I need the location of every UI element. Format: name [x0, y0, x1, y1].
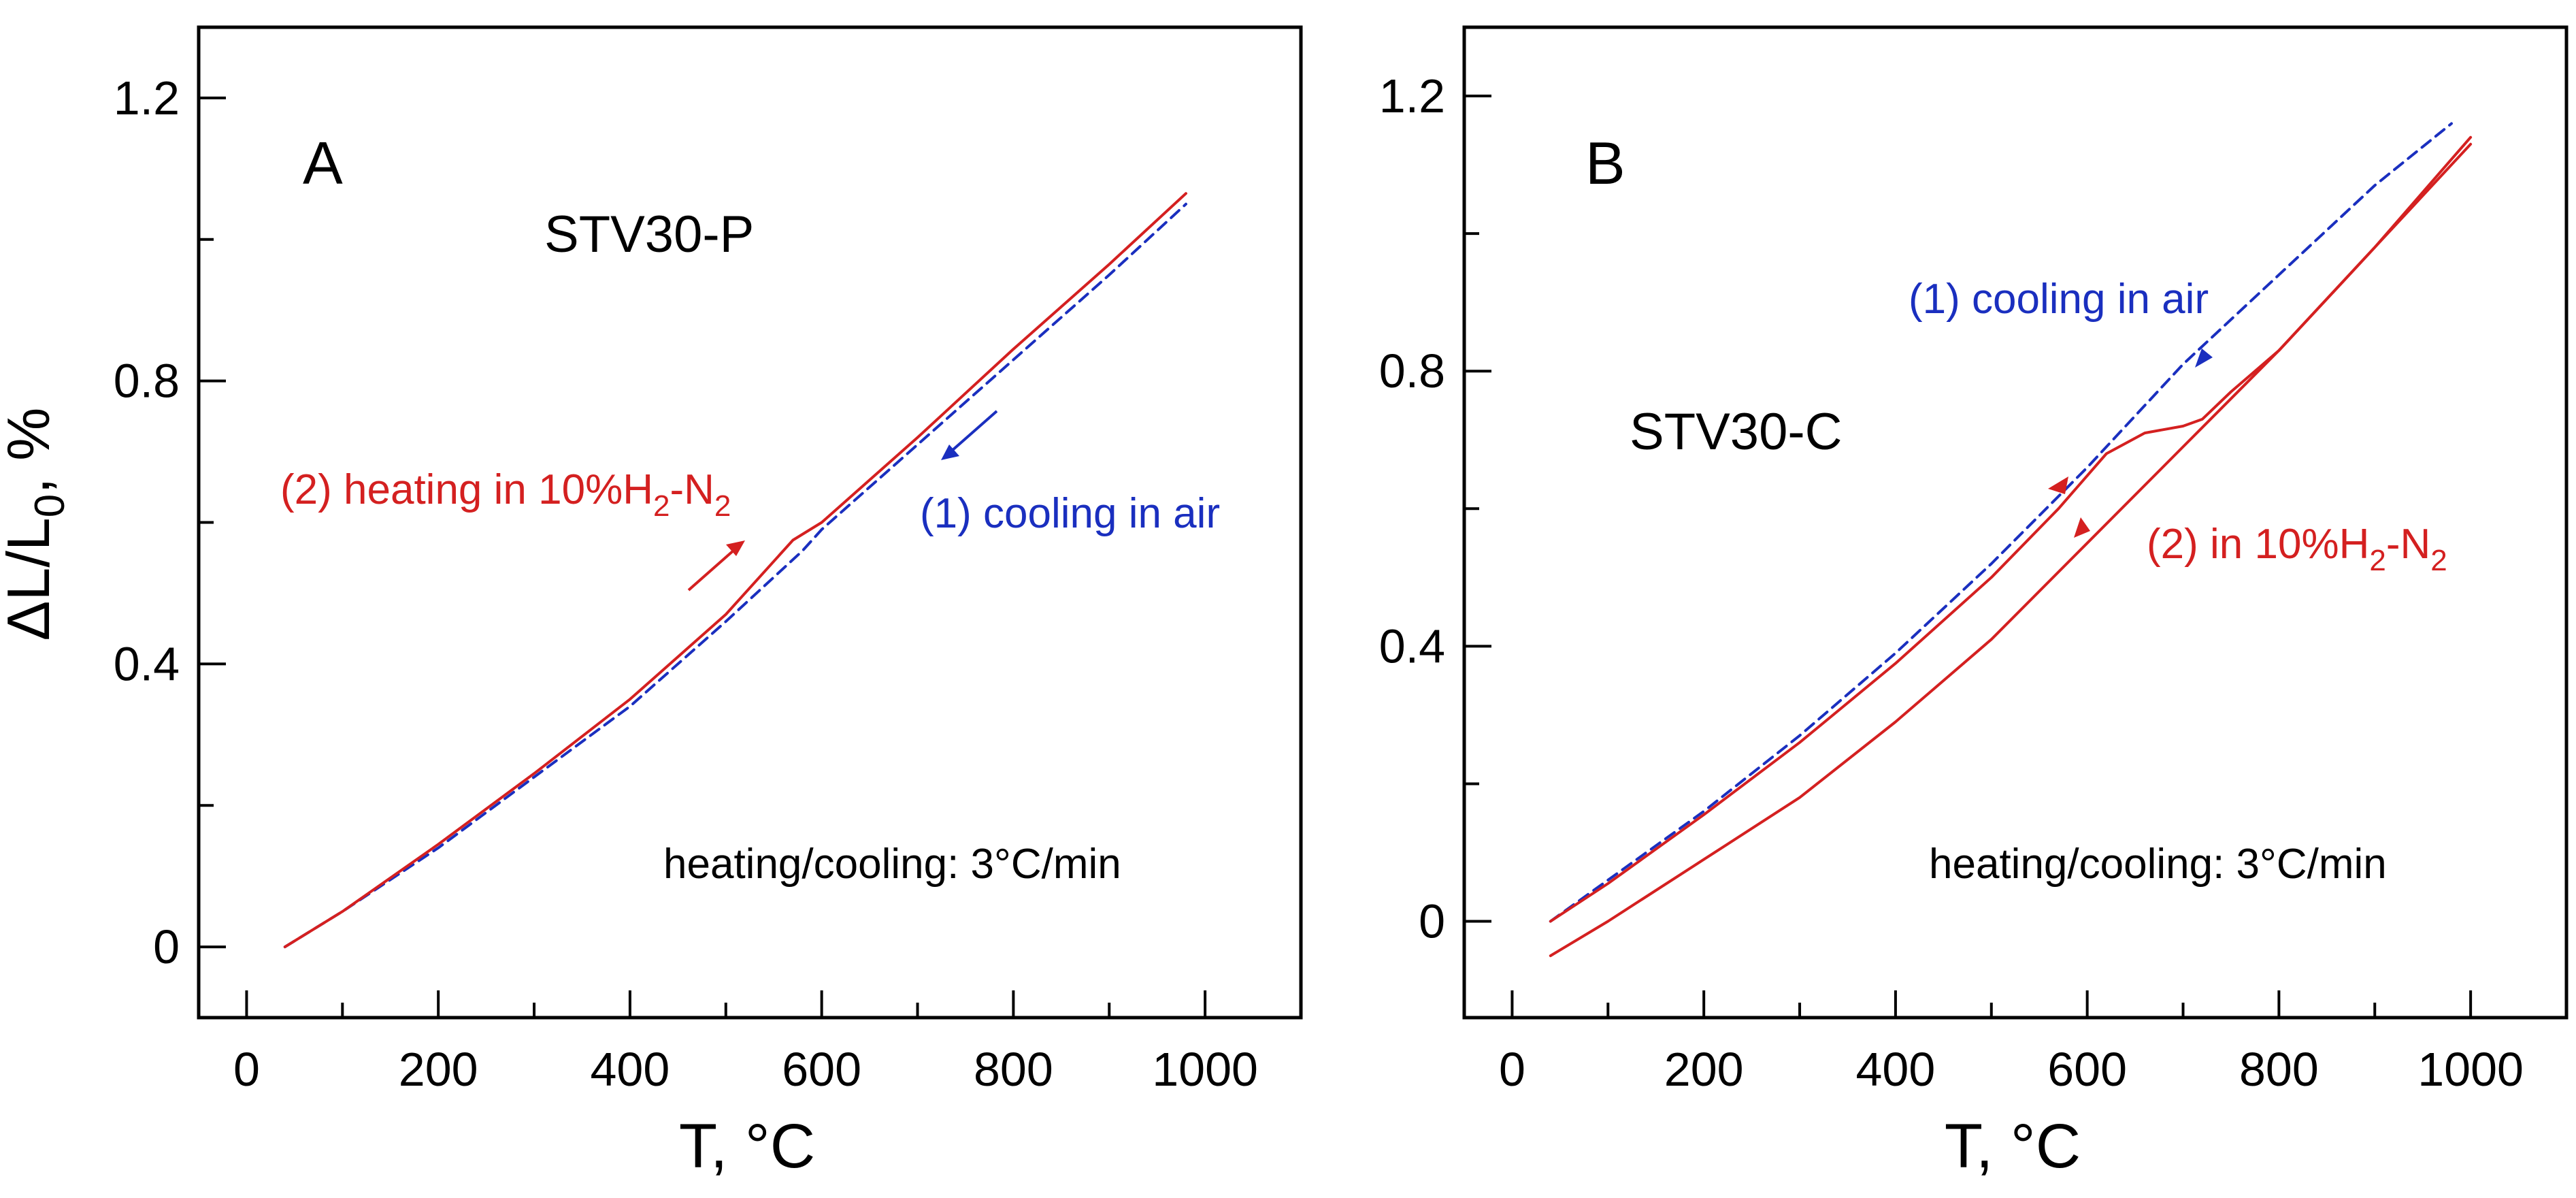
panel-b-condition-note: heating/cooling: 3°C/min — [1929, 841, 2387, 888]
panel-a-series-line-0 — [283, 202, 1187, 949]
panel-a-x-tick-label-800: 800 — [974, 1043, 1053, 1096]
panel-b-series-line-1 — [1549, 135, 2473, 923]
panel-a-heating-annotation-sub: 2 — [653, 489, 670, 523]
panel-b-h2-annotation: (2) in 10%H2-N2 — [2147, 521, 2447, 577]
panel-b-x-tick-label-600: 600 — [2047, 1043, 2127, 1096]
panel-b-series-line-0 — [1549, 122, 2453, 923]
panel-a-letter: A — [303, 129, 343, 197]
panel-a-x-tick-label-0: 0 — [233, 1043, 260, 1096]
panel-b-cooling-arrowhead — [2195, 349, 2213, 368]
panel-a-x-tick-label-600: 600 — [782, 1043, 861, 1096]
panel-a-heating-annotation-sub2: 2 — [714, 489, 731, 523]
panel-a: 0 200 400 600 800 1000 0 0.4 0.8 1.2 A STV30-P he… — [0, 25, 1303, 1181]
panel-a-y-axis-label-main: ΔL/L — [0, 517, 62, 641]
panel-a-y-tick-label-1: 0.4 — [114, 637, 180, 690]
panel-a-x-tick-label-200: 200 — [399, 1043, 478, 1096]
panel-b-h2-annotation-suffix: -N — [2386, 521, 2430, 568]
panel-a-heating-arrow — [687, 543, 742, 592]
panel-b-y-tick-label-1: 0.4 — [1379, 619, 1445, 673]
panel-a-y-tick-label-3: 1.2 — [114, 71, 180, 125]
panel-a-y-axis-label: ΔL/L0, % — [0, 408, 73, 641]
panel-a-cooling-annotation: (1) cooling in air — [920, 490, 1220, 537]
panel-b-cooling-annotation: (1) cooling in air — [1909, 276, 2209, 323]
panel-b-x-axis-label: T, °C — [1945, 1112, 2081, 1181]
panel-b-letter: B — [1585, 129, 1625, 197]
panel-b-frame — [1462, 25, 2569, 1020]
panel-a-series — [283, 192, 1187, 949]
panel-a-heating-annotation-suffix: -N — [670, 466, 714, 513]
panel-b-sample-label: STV30-C — [1630, 403, 1843, 461]
panel-b: 0 200 400 600 800 1000 0 0.4 0.8 1.2 B STV30-C he… — [1379, 25, 2569, 1181]
panel-a-y-axis-label-tail: , % — [0, 408, 62, 494]
panel-b-x-tick-label-1000: 1000 — [2417, 1043, 2524, 1096]
panel-a-cooling-arrowhead — [941, 444, 959, 460]
panel-a-heating-arrowhead — [726, 540, 745, 556]
panel-a-heating-annotation: (2) heating in 10%H2-N2 — [280, 466, 731, 523]
panel-b-y-tick-label-3: 1.2 — [1379, 69, 1445, 123]
panel-a-y-axis-label-sub: 0 — [27, 494, 73, 517]
panel-a-cooling-arrow — [944, 410, 998, 457]
panel-a-y-tick-label-2: 0.8 — [114, 355, 180, 408]
panel-a-series-line-1 — [283, 192, 1187, 949]
panel-a-axes: 0 200 400 600 800 1000 0 0.4 0.8 1.2 — [114, 71, 1258, 1096]
panel-b-series-line-2 — [1549, 142, 2473, 958]
panel-a-y-tick-label-0: 0 — [153, 920, 180, 973]
panel-b-heating-arrowhead — [2048, 476, 2068, 494]
panel-a-condition-note: heating/cooling: 3°C/min — [663, 841, 1121, 888]
panel-a-x-axis-label: T, °C — [679, 1112, 815, 1181]
panel-b-x-tick-label-0: 0 — [1499, 1043, 1525, 1096]
panel-a-x-tick-label-1000: 1000 — [1152, 1043, 1258, 1096]
panel-b-cooling-h2-arrowhead — [2074, 517, 2090, 538]
panel-a-x-tick-label-400: 400 — [591, 1043, 670, 1096]
panel-b-x-tick-label-200: 200 — [1664, 1043, 1744, 1096]
panel-b-y-tick-label-2: 0.8 — [1379, 344, 1445, 398]
panel-b-y-tick-label-0: 0 — [1419, 895, 1445, 948]
panel-b-h2-annotation-sub: 2 — [2369, 544, 2385, 577]
panel-b-h2-annotation-prefix: (2) in 10%H — [2147, 521, 2369, 568]
panel-b-x-tick-label-800: 800 — [2239, 1043, 2319, 1096]
panel-b-axes: 0 200 400 600 800 1000 0 0.4 0.8 1.2 — [1379, 69, 2524, 1096]
panel-b-series — [1549, 122, 2473, 958]
panel-a-sample-label: STV30-P — [544, 206, 754, 263]
panel-b-x-tick-label-400: 400 — [1856, 1043, 1936, 1096]
panel-a-heating-annotation-prefix: (2) heating in 10%H — [280, 466, 653, 513]
panel-b-h2-annotation-sub2: 2 — [2430, 544, 2447, 577]
